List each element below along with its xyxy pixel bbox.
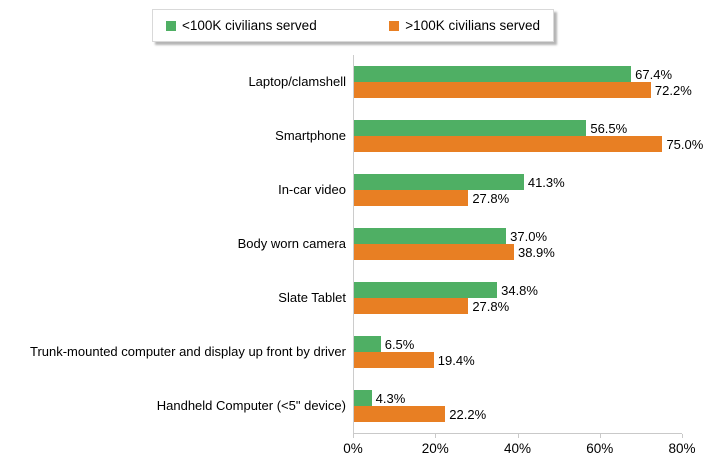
bar-line: 27.8% xyxy=(354,190,683,206)
value-label: 75.0% xyxy=(666,136,704,152)
bar-series-0 xyxy=(354,228,507,244)
bar-group: 4.3% 22.2% xyxy=(353,379,683,433)
category-label: Body worn camera xyxy=(237,235,346,251)
bar-line: 34.8% xyxy=(354,282,683,298)
bar-line: 4.3% xyxy=(354,390,683,406)
bar-series-0 xyxy=(354,174,524,190)
bar-series-0 xyxy=(354,282,498,298)
category-label: Slate Tablet xyxy=(278,289,346,305)
bar-line: 19.4% xyxy=(354,352,683,368)
bar-series-1 xyxy=(354,136,663,152)
legend-label-lt100k: <100K civilians served xyxy=(182,17,317,33)
bar-line: 22.2% xyxy=(354,406,683,422)
legend-swatch-orange-icon xyxy=(389,20,400,31)
bar-series-0 xyxy=(354,120,587,136)
bar-line: 38.9% xyxy=(354,244,683,260)
bar-group: 41.3% 27.8% xyxy=(353,163,683,217)
x-axis-tick-mark xyxy=(353,434,354,438)
bar-series-0 xyxy=(354,336,381,352)
x-axis-tick-mark xyxy=(682,434,683,438)
bar-line: 6.5% xyxy=(354,336,683,352)
category-label: Trunk-mounted computer and display up fr… xyxy=(29,343,346,359)
value-label: 19.4% xyxy=(437,352,475,368)
bar-group: 37.0% 38.9% xyxy=(353,217,683,271)
bar-series-1 xyxy=(354,244,514,260)
x-axis-tick-mark xyxy=(599,434,601,438)
bar-group: 34.8% 27.8% xyxy=(353,271,683,325)
category-label: Handheld Computer (<5" device) xyxy=(156,397,346,413)
legend-item-gt100k: >100K civilians served xyxy=(389,19,540,33)
value-label: 72.2% xyxy=(654,82,692,98)
bar-line: 75.0% xyxy=(354,136,703,152)
bar-line: 37.0% xyxy=(354,228,683,244)
value-label: 34.8% xyxy=(501,282,538,298)
legend-label-gt100k: >100K civilians served xyxy=(405,17,540,33)
category-label: In-car video xyxy=(278,181,346,197)
value-label: 38.9% xyxy=(517,244,555,260)
bar-row: Laptop/clamshell 67.4% 72.2% xyxy=(0,55,724,109)
x-axis-tick-label: 20% xyxy=(421,441,449,456)
bar-series-1 xyxy=(354,190,469,206)
x-axis: 0% 20% 40% 60% 80% xyxy=(0,433,724,462)
bar-group: 56.5% 75.0% xyxy=(353,109,703,163)
bar-series-0 xyxy=(354,390,372,406)
value-label: 6.5% xyxy=(384,336,415,352)
bar-line: 41.3% xyxy=(354,174,683,190)
bar-series-1 xyxy=(354,82,651,98)
bar-group: 6.5% 19.4% xyxy=(353,325,683,379)
bar-row: Trunk-mounted computer and display up fr… xyxy=(0,325,724,379)
x-axis-line: 0% 20% 40% 60% 80% xyxy=(343,433,696,462)
bar-series-1 xyxy=(354,406,446,422)
value-label: 27.8% xyxy=(472,298,510,314)
bar-row: In-car video 41.3% 27.8% xyxy=(0,163,724,217)
category-label: Laptop/clamshell xyxy=(248,73,346,89)
x-axis-tick-label: 40% xyxy=(503,441,532,456)
bar-row: Handheld Computer (<5" device) 4.3% 22.2% xyxy=(0,379,724,433)
bar-series-1 xyxy=(354,352,434,368)
x-axis-tick-mark xyxy=(435,434,437,438)
x-axis-spacer xyxy=(0,433,353,462)
value-label: 22.2% xyxy=(449,406,487,422)
x-axis-tick-label: 80% xyxy=(668,441,696,456)
x-axis-tick-label: 60% xyxy=(586,441,614,456)
bar-chart: Laptop/clamshell 67.4% 72.2% Smartphone 56.5… xyxy=(0,55,724,462)
bar-series-0 xyxy=(354,66,632,82)
bar-row: Body worn camera 37.0% 38.9% xyxy=(0,217,724,271)
bar-rows: Laptop/clamshell 67.4% 72.2% Smartphone 56.5… xyxy=(0,55,724,433)
x-axis-tick-mark xyxy=(517,434,519,438)
category-label: Smartphone xyxy=(275,127,346,143)
bar-row: Smartphone 56.5% 75.0% xyxy=(0,109,724,163)
value-label: 41.3% xyxy=(527,174,565,190)
legend: <100K civilians served >100K civilians s… xyxy=(152,9,554,42)
bar-line: 56.5% xyxy=(354,120,683,136)
value-label: 56.5% xyxy=(590,120,628,136)
value-label: 67.4% xyxy=(635,66,673,82)
x-axis-tick-label: 0% xyxy=(343,441,363,456)
bar-line: 72.2% xyxy=(354,82,692,98)
bar-group: 67.4% 72.2% xyxy=(353,55,692,109)
value-label: 37.0% xyxy=(510,228,548,244)
bar-line: 67.4% xyxy=(354,66,683,82)
value-label: 4.3% xyxy=(375,390,406,406)
legend-item-lt100k: <100K civilians served xyxy=(166,19,317,33)
value-label: 27.8% xyxy=(472,190,510,206)
bar-line: 27.8% xyxy=(354,298,683,314)
bar-row: Slate Tablet 34.8% 27.8% xyxy=(0,271,724,325)
legend-swatch-green-icon xyxy=(166,20,176,31)
bar-series-1 xyxy=(354,298,469,314)
